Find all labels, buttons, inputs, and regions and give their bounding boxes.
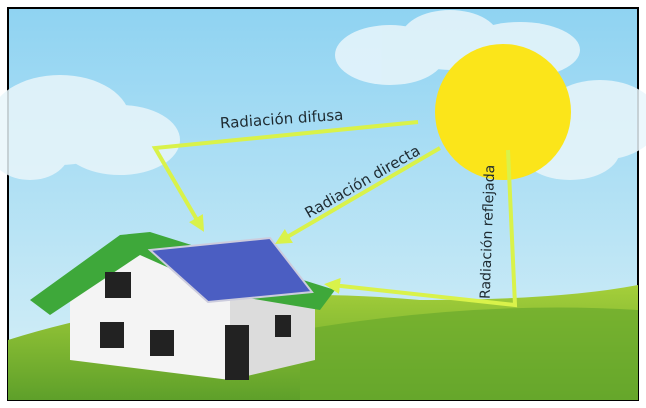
house [30, 232, 335, 380]
label-reflected: Radiación reflejada [478, 164, 499, 299]
sun [435, 44, 571, 180]
hill-back [300, 307, 638, 400]
arrows [151, 120, 518, 308]
